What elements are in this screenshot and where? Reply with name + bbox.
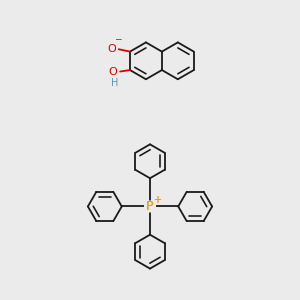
Text: P: P [146,200,154,213]
Text: +: + [152,195,160,205]
Text: P: P [146,200,154,213]
Circle shape [145,201,155,212]
Text: −: − [114,34,121,43]
Text: O: O [107,44,116,54]
Text: H: H [110,78,118,88]
Text: +: + [152,195,160,205]
Text: O: O [109,67,118,76]
